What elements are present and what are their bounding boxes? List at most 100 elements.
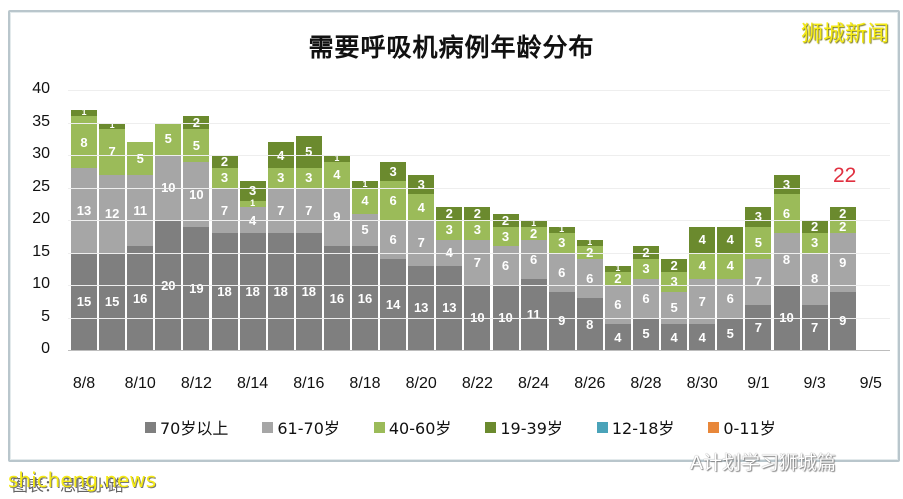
bar-segment: 5 bbox=[127, 142, 154, 175]
bar-segment: 3 bbox=[661, 272, 688, 292]
gridline bbox=[68, 252, 890, 254]
y-tick-label: 35 bbox=[32, 112, 50, 130]
watermark-left: shicheng.news bbox=[8, 468, 157, 492]
bar-8/11: 20 10 5 bbox=[155, 122, 182, 350]
bar-8/26: 8621 bbox=[576, 238, 603, 350]
bar-segment: 2 bbox=[661, 259, 688, 272]
bar-8/17: 16 9 4 1 bbox=[323, 154, 350, 350]
y-tick-label: 30 bbox=[32, 145, 50, 162]
bar-segment: 18 bbox=[295, 233, 322, 350]
bar-segment: 2 bbox=[829, 220, 856, 233]
bar-segment: 13 bbox=[408, 265, 435, 350]
bar-segment: 2 bbox=[604, 272, 631, 285]
bar-8/22: 10 7 3 2 bbox=[464, 207, 491, 350]
bar-segment: 6 bbox=[520, 239, 547, 279]
bar-8/24: 11 6 2 1 bbox=[520, 219, 547, 350]
gridline bbox=[68, 187, 890, 189]
bar-8/18: 16 5 4 1 bbox=[352, 180, 378, 350]
bar-segment: 5 bbox=[295, 135, 322, 168]
bar-segment: 8 bbox=[71, 116, 97, 168]
bar-segment: 3 bbox=[492, 226, 519, 246]
bar-9/2: 10 8 6 3 bbox=[773, 174, 800, 350]
bar-segment: 5 bbox=[717, 317, 744, 350]
bar-8/12: 191052 bbox=[183, 116, 210, 350]
bar-segment: 11 bbox=[127, 174, 154, 246]
x-tick-label: 9/1 bbox=[747, 375, 770, 392]
bar-segment: 7 bbox=[99, 129, 126, 175]
watermark-right: A计划学习狮城篇 bbox=[690, 452, 836, 474]
bar-segment: 8 bbox=[576, 298, 603, 350]
bar-8/23: 10632 bbox=[492, 213, 519, 350]
bar-segment: 8 bbox=[773, 233, 800, 285]
bar-segment: 19 bbox=[183, 226, 210, 350]
bar-segment: 2 bbox=[464, 207, 491, 220]
legend-label: 19-39岁 bbox=[500, 419, 563, 438]
bar-segment: 15 bbox=[99, 252, 126, 350]
bar-segment: 7 bbox=[801, 304, 828, 350]
bar-segment: 14 bbox=[380, 259, 407, 350]
bar-segment: 4 bbox=[689, 252, 716, 279]
x-tick-label: 8/8 bbox=[72, 375, 96, 392]
bar-segment: 5 bbox=[352, 213, 378, 246]
bar-segment: 7 bbox=[211, 187, 238, 233]
y-tick-label: 40 bbox=[32, 80, 50, 97]
bar-segment: 1 bbox=[99, 121, 126, 129]
bar-segment: 1 bbox=[239, 199, 266, 207]
bar-segment: 3 bbox=[408, 174, 435, 194]
y-tick-label: 5 bbox=[41, 307, 50, 325]
gridline bbox=[68, 317, 890, 319]
bar-segment: 2 bbox=[520, 226, 547, 240]
bar-segment: 16 bbox=[127, 246, 154, 350]
bar-segment: 15 bbox=[71, 252, 97, 350]
bar-segment: 5 bbox=[661, 291, 688, 324]
bar-8/21: 13432 bbox=[436, 207, 463, 350]
bar-segment: 9 bbox=[323, 187, 350, 246]
x-tick-label: 8/28 bbox=[630, 375, 662, 392]
bar-segment: 11 bbox=[520, 278, 547, 350]
bar-segment: 3 bbox=[436, 220, 463, 240]
bar-segment: 5 bbox=[183, 129, 210, 162]
legend-swatch bbox=[708, 421, 720, 433]
x-tick-label: 8/24 bbox=[518, 375, 550, 392]
bar-segment: 1 bbox=[71, 108, 97, 116]
bar-segment: 4 bbox=[689, 226, 716, 253]
bar-segment: 4 bbox=[717, 226, 744, 253]
bar-segment: 4 bbox=[689, 324, 716, 350]
y-tick-label: 25 bbox=[32, 177, 50, 195]
bar-segment: 7 bbox=[745, 259, 772, 305]
bar-segment: 4 bbox=[717, 252, 744, 279]
x-tick-label: 9/3 bbox=[803, 375, 826, 392]
bar-segment: 9 bbox=[548, 291, 575, 350]
legend-swatch bbox=[145, 421, 156, 433]
x-tick-label: 8/10 bbox=[124, 375, 156, 392]
bar-segment: 18 bbox=[267, 233, 294, 350]
legend-swatch bbox=[596, 421, 608, 433]
bar-segment: 12 bbox=[99, 174, 126, 253]
bar-segment: 5 bbox=[633, 317, 659, 350]
bar-segment: 7 bbox=[267, 187, 294, 233]
bar-8/14: 18413 bbox=[239, 181, 266, 350]
bar-8/19: 14 6 6 3 bbox=[380, 161, 407, 350]
bar-segment: 3 bbox=[239, 181, 266, 201]
bar-segment: 9 bbox=[829, 291, 856, 350]
bar-segment: 3 bbox=[211, 168, 238, 188]
y-tick-label: 20 bbox=[32, 210, 50, 227]
x-tick-label: 8/26 bbox=[574, 375, 606, 392]
bar-segment: 3 bbox=[633, 259, 659, 279]
gridline bbox=[68, 155, 890, 156]
legend-label: 12-18岁 bbox=[611, 419, 675, 438]
bar-segment: 2 bbox=[436, 207, 463, 220]
bar-segment: 7 bbox=[408, 220, 435, 266]
x-tick-label: 8/22 bbox=[461, 375, 493, 392]
bar-segment: 7 bbox=[295, 187, 322, 233]
bar-segment: 1 bbox=[576, 238, 603, 246]
bar-segment: 13 bbox=[71, 168, 97, 253]
bar-segment: 4 bbox=[323, 161, 350, 188]
bar-segment: 7 bbox=[464, 239, 491, 285]
bar-segment: 3 bbox=[548, 233, 575, 253]
bar-8/8: 15 13 8 1 bbox=[71, 108, 97, 350]
